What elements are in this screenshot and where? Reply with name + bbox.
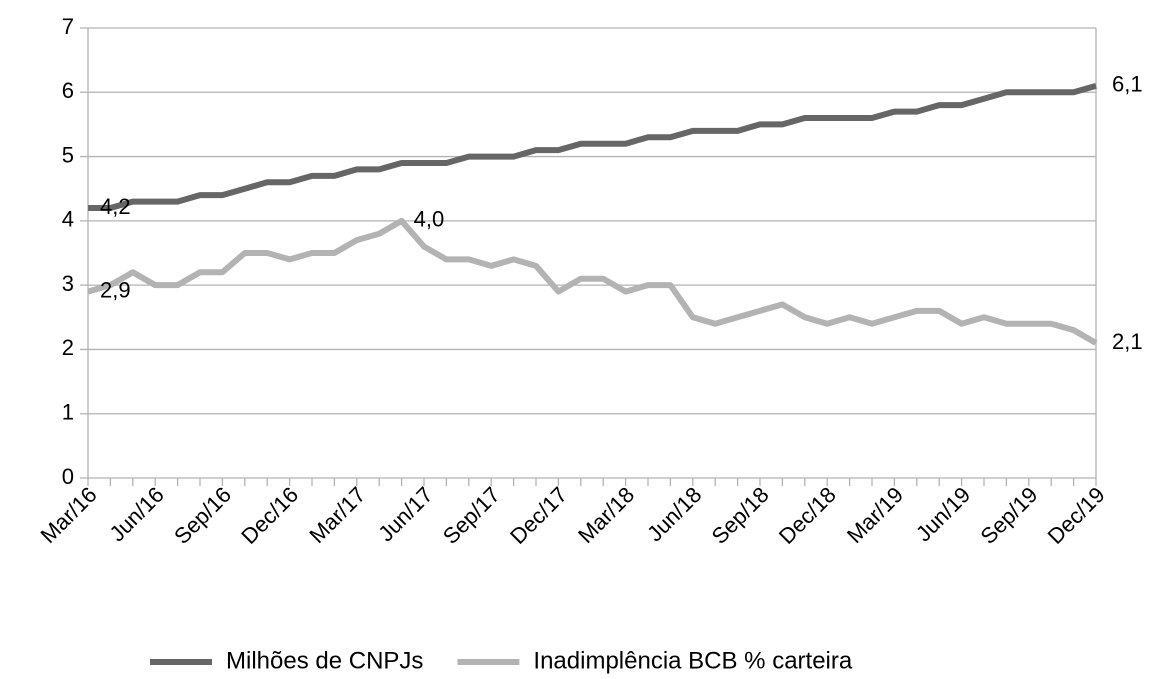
y-tick-label: 4: [62, 207, 74, 232]
x-tick-label: Sep/17: [438, 482, 505, 549]
x-tick-label: Sep/16: [169, 482, 236, 549]
series-line: [87, 217, 1098, 346]
y-tick-label: 7: [62, 14, 74, 39]
x-tick-label: Jun/18: [642, 482, 706, 546]
x-tick-label: Dec/19: [1043, 482, 1110, 549]
x-tick-label: Jun/16: [104, 482, 168, 546]
x-tick-label: Sep/19: [975, 482, 1042, 549]
data-label: 4,2: [100, 194, 131, 219]
data-label: 2,1: [1112, 329, 1143, 354]
legend-label: Inadimplência BCB % carteira: [533, 647, 852, 674]
x-tick-label: Jun/17: [373, 482, 437, 546]
x-tick-label: Sep/18: [707, 482, 774, 549]
y-tick-label: 1: [62, 400, 74, 425]
x-tick-label: Dec/18: [774, 482, 841, 549]
legend-label: Milhões de CNPJs: [226, 647, 423, 674]
data-label: 6,1: [1112, 72, 1143, 97]
y-tick-label: 6: [62, 78, 74, 103]
y-tick-label: 2: [62, 335, 74, 360]
x-tick-label: Dec/16: [236, 482, 303, 549]
x-tick-label: Mar/18: [573, 482, 639, 548]
series-line: [88, 82, 1097, 211]
data-label: 2,9: [100, 277, 131, 302]
x-tick-label: Mar/17: [304, 482, 370, 548]
x-tick-label: Dec/17: [505, 482, 572, 549]
x-tick-label: Mar/19: [842, 482, 908, 548]
x-tick-label: Mar/16: [36, 482, 102, 548]
x-tick-label: Jun/19: [911, 482, 975, 546]
data-label: 4,0: [414, 207, 445, 232]
y-tick-label: 5: [62, 142, 74, 167]
y-tick-label: 3: [62, 271, 74, 296]
y-tick-label: 0: [62, 464, 74, 489]
